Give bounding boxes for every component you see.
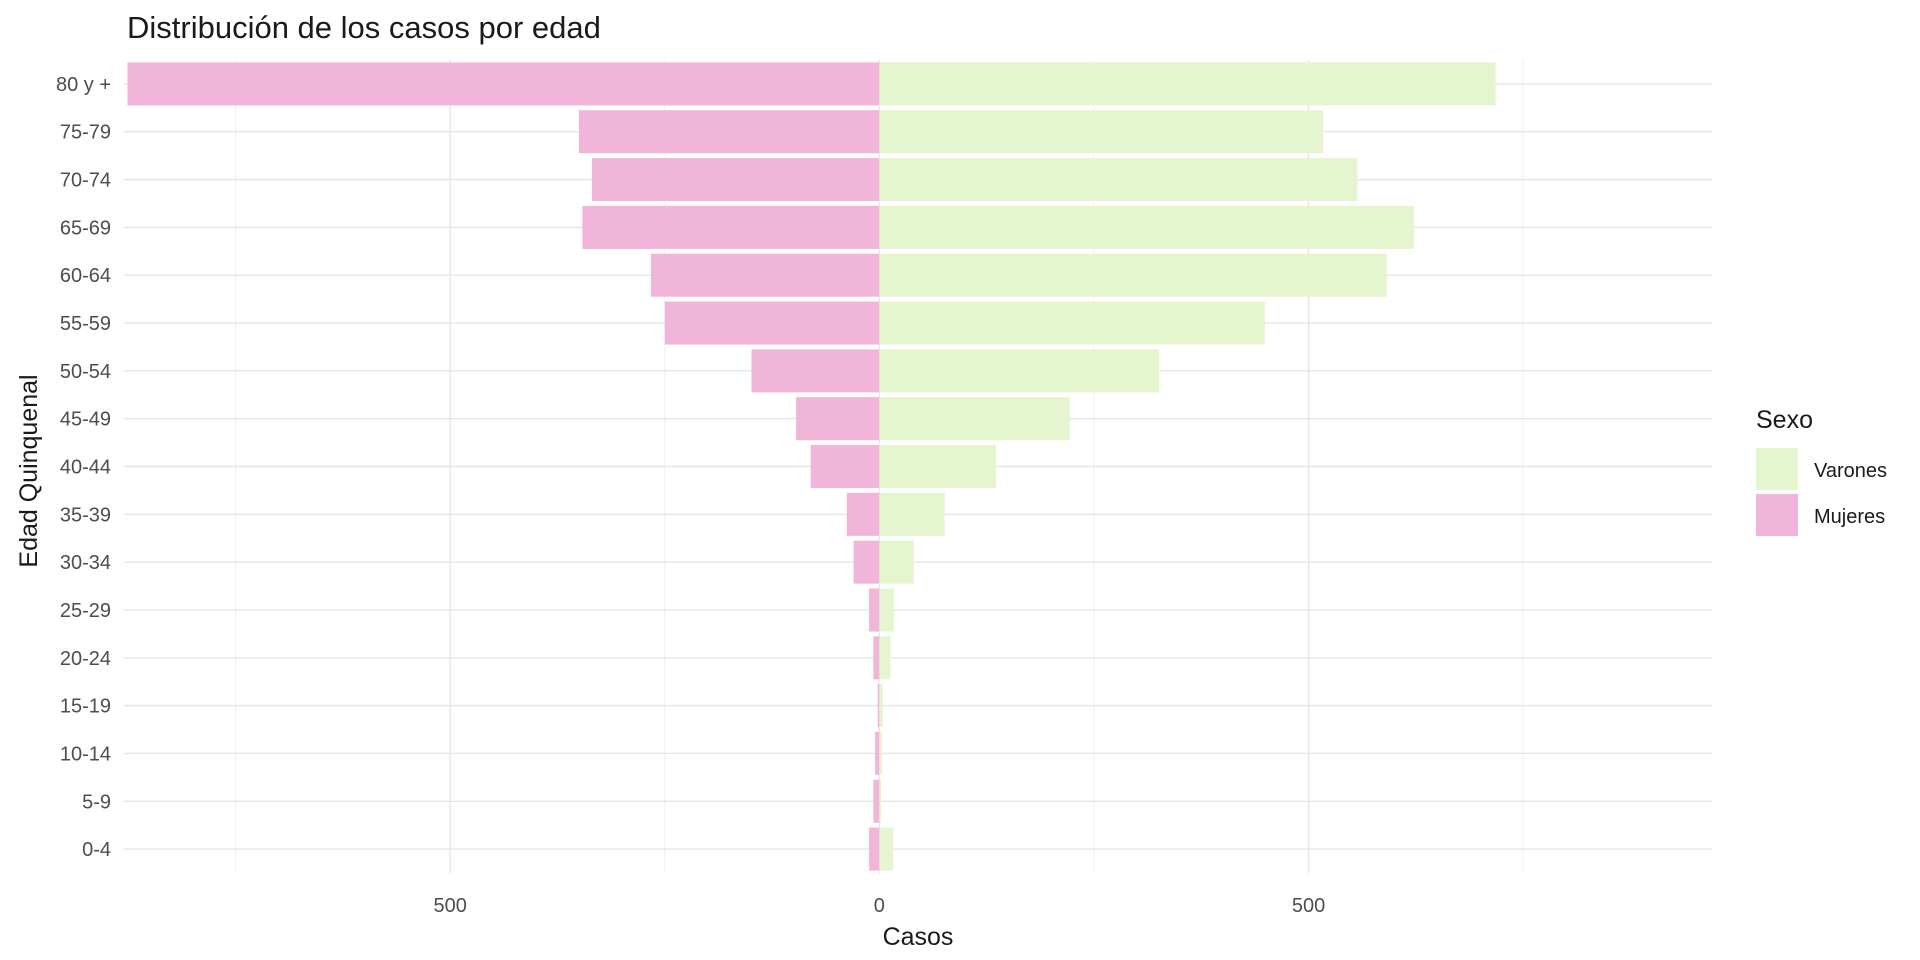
bar-varones: [879, 731, 882, 775]
bar-varones: [879, 62, 1496, 106]
x-tick-label: 0: [874, 895, 885, 917]
y-tick-label: 50-54: [60, 361, 111, 383]
bar-mujeres: [796, 397, 880, 441]
x-tick-labels: 500 0 500: [433, 895, 1325, 917]
bar-varones: [879, 205, 1415, 249]
bar-varones: [879, 158, 1358, 202]
bar-mujeres: [578, 110, 880, 154]
bar-varones: [879, 636, 891, 680]
legend-key-mujeres: [1756, 494, 1798, 536]
bar-varones: [879, 540, 914, 584]
y-tick-label: 65-69: [60, 217, 111, 239]
bar-mujeres: [853, 540, 880, 584]
bar-mujeres: [127, 62, 880, 106]
bar-varones: [879, 684, 883, 728]
y-tick-label: 5-9: [82, 791, 111, 813]
legend: Sexo Varones Mujeres: [1756, 406, 1887, 536]
bar-varones: [879, 253, 1387, 297]
bar-varones: [879, 827, 894, 871]
y-tick-label: 55-59: [60, 313, 111, 335]
bar-varones: [879, 397, 1070, 441]
bar-mujeres: [651, 253, 880, 297]
y-tick-label: 25-29: [60, 600, 111, 622]
bar-mujeres: [875, 731, 880, 775]
y-tick-label: 0-4: [82, 839, 111, 861]
bar-mujeres: [877, 684, 880, 728]
y-tick-label: 35-39: [60, 504, 111, 526]
bar-mujeres: [846, 492, 880, 536]
y-tick-label: 20-24: [60, 648, 111, 670]
bar-mujeres: [810, 444, 880, 489]
legend-title: Sexo: [1756, 406, 1813, 434]
x-tick-label: 500: [1292, 895, 1325, 917]
legend-key-varones: [1756, 448, 1798, 490]
bar-varones: [879, 301, 1265, 345]
bar-mujeres: [751, 349, 880, 393]
y-tick-label: 40-44: [60, 457, 111, 479]
y-tick-label: 75-79: [60, 122, 111, 144]
bar-mujeres: [873, 779, 880, 823]
bar-mujeres: [869, 588, 880, 632]
legend-label-varones: Varones: [1814, 460, 1887, 482]
bar-varones: [879, 492, 945, 536]
x-axis-title: Casos: [883, 923, 954, 951]
y-tick-label: 45-49: [60, 409, 111, 431]
y-tick-label: 80 y +: [56, 74, 111, 96]
y-tick-label: 70-74: [60, 170, 111, 192]
bar-varones: [879, 349, 1160, 393]
y-tick-label: 60-64: [60, 265, 111, 287]
bar-mujeres: [869, 827, 880, 871]
bar-mujeres: [664, 301, 880, 345]
bar-varones: [879, 110, 1324, 154]
y-axis-title: Edad Quinquenal: [15, 374, 43, 567]
y-tick-label: 10-14: [60, 743, 111, 765]
bar-varones: [879, 588, 894, 632]
y-tick-labels: 80 y + 75-79 70-74 65-69 60-64 55-59 50-54 45-4…: [56, 74, 111, 861]
bar-varones: [879, 444, 997, 489]
y-tick-label: 30-34: [60, 552, 111, 574]
x-tick-label: 500: [433, 895, 466, 917]
bar-varones: [879, 779, 882, 823]
legend-label-mujeres: Mujeres: [1814, 506, 1885, 528]
bars: [127, 62, 1496, 871]
chart-title: Distribución de los casos por edad: [127, 10, 601, 45]
bar-mujeres: [873, 636, 880, 680]
bar-mujeres: [582, 205, 880, 249]
bar-mujeres: [591, 158, 880, 202]
y-tick-label: 15-19: [60, 696, 111, 718]
